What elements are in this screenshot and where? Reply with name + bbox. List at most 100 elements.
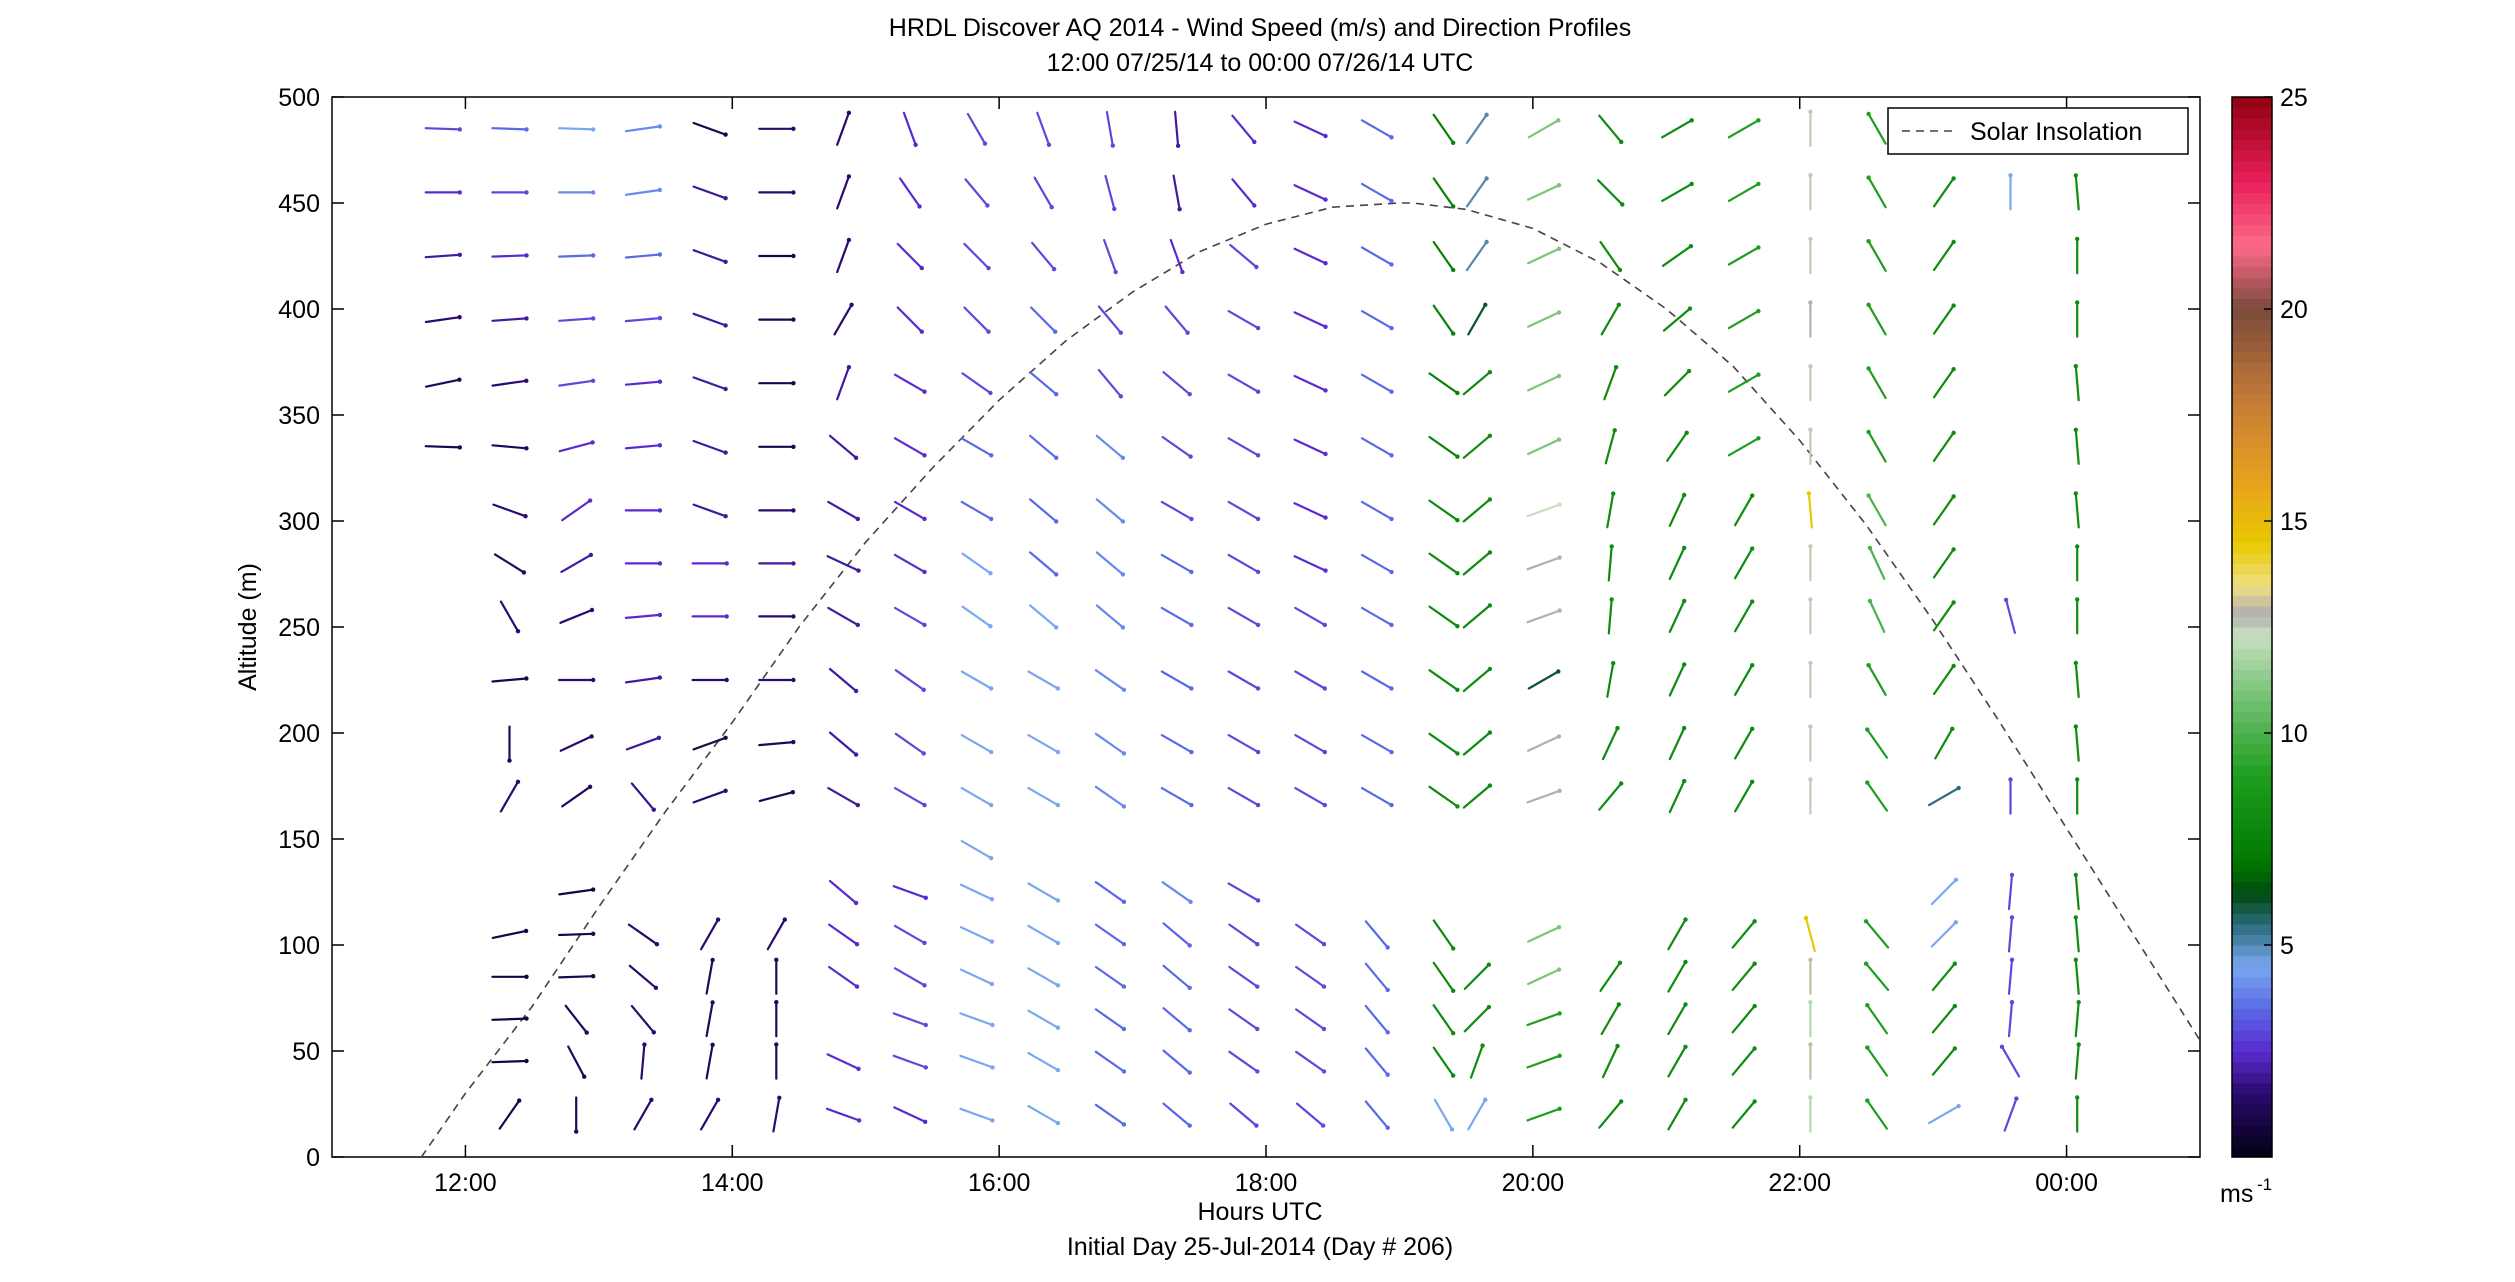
- wind-vector-head: [657, 508, 663, 513]
- wind-vector-head: [507, 758, 512, 763]
- wind-vector-head: [1255, 942, 1260, 947]
- wind-vector: [1229, 243, 1258, 269]
- wind-vector: [1599, 240, 1622, 272]
- wind-vector: [1360, 182, 1393, 202]
- wind-vector-head: [1449, 1127, 1455, 1132]
- legend: Solar Insolation: [1887, 107, 2189, 155]
- colorbar-swatch: [2232, 1114, 2272, 1126]
- wind-vector: [1432, 1046, 1455, 1077]
- wind-vector: [1467, 1098, 1487, 1131]
- wind-vector: [1867, 176, 1887, 209]
- wind-vector: [1666, 431, 1688, 462]
- wind-vector-head: [1950, 726, 1955, 731]
- wind-vector-head: [1556, 967, 1562, 972]
- wind-vector: [491, 929, 528, 940]
- wind-vector: [1733, 780, 1754, 813]
- wind-vector: [692, 789, 727, 804]
- wind-vector-head: [1255, 802, 1261, 808]
- wind-vector-head: [1254, 264, 1259, 270]
- wind-vector-head: [1865, 1045, 1870, 1050]
- wind-vector-head: [1055, 1025, 1061, 1030]
- wind-vector: [1428, 669, 1459, 691]
- chart-title: HRDL Discover AQ 2014 - Wind Speed (m/s)…: [889, 14, 1631, 42]
- wind-vector: [1526, 1012, 1561, 1027]
- wind-vector: [692, 185, 727, 200]
- colorbar-swatch: [2232, 1072, 2272, 1084]
- wind-vector-head: [1051, 266, 1057, 272]
- wind-vector: [1597, 179, 1624, 206]
- wind-vector-head: [1389, 802, 1394, 808]
- wind-vector: [1162, 964, 1191, 989]
- wind-vector: [902, 111, 917, 146]
- wind-vector: [1028, 551, 1058, 576]
- wind-vector: [1601, 726, 1619, 761]
- wind-vector: [1432, 961, 1455, 992]
- wind-vector-head: [1451, 331, 1456, 336]
- wind-vector: [1432, 304, 1455, 335]
- wind-vector: [1094, 923, 1126, 946]
- wind-vector-head: [1322, 686, 1328, 691]
- wind-vector: [1364, 920, 1389, 949]
- wind-vector: [1727, 437, 1760, 457]
- wind-vector-head: [1255, 984, 1260, 989]
- wind-vector: [1606, 492, 1615, 529]
- wind-vector-head: [1177, 207, 1182, 212]
- wind-vector: [1160, 606, 1193, 627]
- wind-vector-head: [1683, 1044, 1688, 1050]
- wind-vector-head: [1866, 239, 1871, 244]
- wind-vector-head: [1054, 519, 1059, 524]
- wind-vector-head: [2076, 1000, 2081, 1005]
- wind-vector-head: [1620, 202, 1625, 207]
- wind-vector-head: [1952, 1003, 1958, 1009]
- wind-vector: [1360, 670, 1393, 690]
- wind-vector-head: [1866, 493, 1871, 498]
- wind-vector: [624, 125, 661, 133]
- wind-vector-head: [1750, 726, 1755, 731]
- wind-vector-head: [982, 141, 988, 146]
- wind-vector: [2074, 1001, 2080, 1038]
- wind-vector-head: [657, 379, 663, 384]
- wind-vector-head: [524, 190, 529, 195]
- wind-vector: [1667, 1098, 1687, 1131]
- wind-vector-head: [715, 917, 721, 922]
- wind-vector-head: [846, 174, 852, 179]
- wind-vector-head: [1455, 804, 1460, 809]
- wind-vector: [633, 1098, 653, 1131]
- wind-vector: [827, 923, 859, 946]
- wind-vector-head: [1557, 1011, 1562, 1016]
- wind-vector: [1733, 547, 1754, 580]
- wind-vector-head: [1323, 515, 1328, 520]
- wind-vector: [963, 242, 990, 270]
- wind-vector: [1294, 786, 1326, 807]
- wind-vector-head: [1952, 1046, 1958, 1051]
- colorbar-swatch: [2232, 118, 2272, 130]
- colorbar-swatch: [2232, 669, 2272, 681]
- wind-vector: [1527, 670, 1560, 690]
- colorbar-swatch: [2232, 287, 2272, 299]
- wind-vector-head: [657, 675, 662, 680]
- colorbar-swatch: [2232, 97, 2272, 109]
- wind-vector: [1027, 1051, 1060, 1072]
- wind-vector-head: [1611, 661, 1616, 666]
- wind-vector: [425, 378, 461, 388]
- wind-vector: [1463, 963, 1491, 991]
- wind-vector-head: [849, 302, 854, 307]
- wind-vector: [828, 731, 858, 756]
- wind-vector: [699, 1098, 720, 1131]
- wind-vector-head: [854, 942, 860, 947]
- wind-vector-head: [1187, 1070, 1192, 1075]
- colorbar-tick-label: 15: [2280, 508, 2308, 536]
- wind-vector-head: [1483, 302, 1488, 307]
- wind-vector: [828, 434, 858, 459]
- colorbar-swatch: [2232, 1008, 2272, 1020]
- wind-vector: [1867, 494, 1887, 527]
- wind-vector: [1094, 965, 1126, 988]
- wind-vector-head: [656, 735, 662, 740]
- colorbar-swatch: [2232, 489, 2272, 501]
- wind-vector: [1432, 240, 1455, 272]
- wind-vector: [1293, 374, 1327, 392]
- wind-vector: [1231, 178, 1256, 207]
- wind-vector-head: [1389, 325, 1394, 331]
- wind-vector-head: [989, 802, 994, 808]
- wind-vector-head: [1187, 985, 1192, 990]
